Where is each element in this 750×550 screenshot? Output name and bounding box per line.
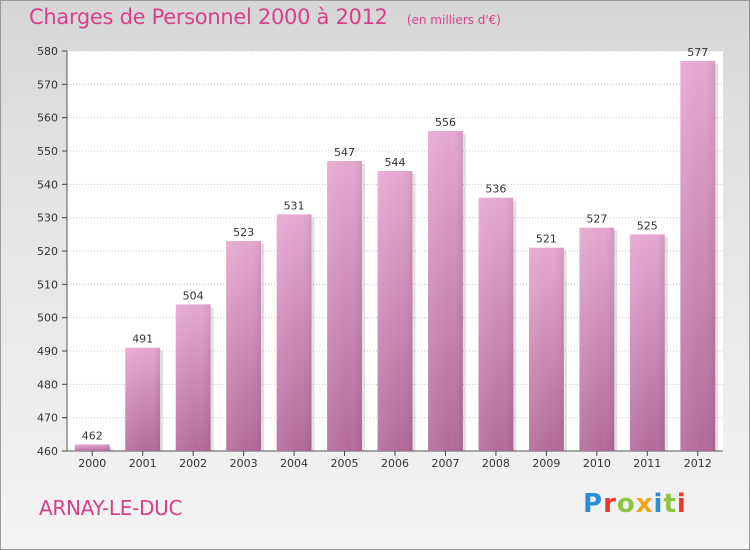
- y-tick-label: 490: [37, 345, 58, 358]
- data-label: 544: [385, 156, 406, 169]
- x-tick-label: 2012: [684, 457, 712, 470]
- label-layer: 462 491 504 523 531 547 544 556 536 521 527 525 577: [82, 46, 709, 442]
- data-label: 547: [334, 146, 355, 159]
- x-tick-label: 2005: [331, 457, 359, 470]
- data-label: 521: [536, 233, 557, 246]
- brand-logo: Proxiti: [583, 489, 687, 519]
- bar-shade: [680, 61, 716, 451]
- data-label: 531: [284, 199, 305, 212]
- bar-shade: [226, 241, 262, 451]
- y-tick-label: 520: [37, 245, 58, 258]
- brand-letter: x: [635, 489, 654, 519]
- bar-shade: [579, 227, 615, 451]
- y-tick-label: 460: [37, 445, 58, 458]
- x-tick-label: 2003: [230, 457, 258, 470]
- y-tick-label: 580: [37, 45, 58, 58]
- data-label: 536: [485, 183, 506, 196]
- data-label: 577: [687, 46, 708, 59]
- y-tick-label: 480: [37, 378, 58, 391]
- x-tick-label: 2010: [583, 457, 611, 470]
- bar-shade: [478, 197, 514, 451]
- y-tick-label: 530: [37, 212, 58, 225]
- bar-shade: [74, 444, 110, 451]
- x-tick-label: 2007: [431, 457, 459, 470]
- y-tick-label: 540: [37, 178, 58, 191]
- brand-letter: P: [583, 489, 604, 519]
- bar-shade: [175, 304, 211, 451]
- x-tick-label: 2011: [633, 457, 661, 470]
- bar-layer: [74, 61, 719, 451]
- y-tick-label: 500: [37, 312, 58, 325]
- title-row: Charges de Personnel 2000 à 2012 (en mil…: [29, 5, 501, 29]
- bar-shade: [276, 214, 312, 451]
- bar-shade: [428, 131, 463, 451]
- x-tick-label: 2001: [129, 457, 157, 470]
- bar-shade: [327, 161, 362, 451]
- brand-letter: r: [603, 489, 617, 519]
- y-tick-label: 470: [37, 412, 58, 425]
- x-tick-label: 2009: [532, 457, 560, 470]
- chart-unit: (en milliers d'€): [406, 13, 501, 27]
- bar-shade: [528, 247, 564, 451]
- x-tick-label: 2004: [280, 457, 308, 470]
- x-tick-label: 2006: [381, 457, 409, 470]
- x-tick-label: 2000: [78, 457, 106, 470]
- data-label: 527: [586, 213, 607, 226]
- data-label: 525: [637, 219, 658, 232]
- data-label: 462: [82, 429, 103, 442]
- chart-title: Charges de Personnel 2000 à 2012: [29, 5, 388, 29]
- x-tick-label: 2002: [179, 457, 207, 470]
- brand-letter: i: [653, 489, 664, 519]
- data-label: 504: [183, 289, 204, 302]
- x-tick-label: 2008: [482, 457, 510, 470]
- data-label: 556: [435, 116, 456, 129]
- data-label: 491: [132, 333, 153, 346]
- bar-shade: [125, 347, 161, 451]
- brand-letter: o: [616, 489, 636, 519]
- place-name: ARNAY-LE-DUC: [39, 496, 183, 520]
- brand-letter: i: [676, 489, 687, 519]
- axis-layer: 460 470 480 490 500 510 520 530 540 550 560 570 580 2…: [37, 45, 723, 470]
- bar-shade: [629, 234, 665, 451]
- brand-letter: t: [663, 489, 677, 519]
- bar-shade: [377, 171, 413, 451]
- y-tick-label: 570: [37, 78, 58, 91]
- y-tick-label: 560: [37, 112, 58, 125]
- data-label: 523: [233, 226, 254, 239]
- y-tick-label: 510: [37, 278, 58, 291]
- y-tick-label: 550: [37, 145, 58, 158]
